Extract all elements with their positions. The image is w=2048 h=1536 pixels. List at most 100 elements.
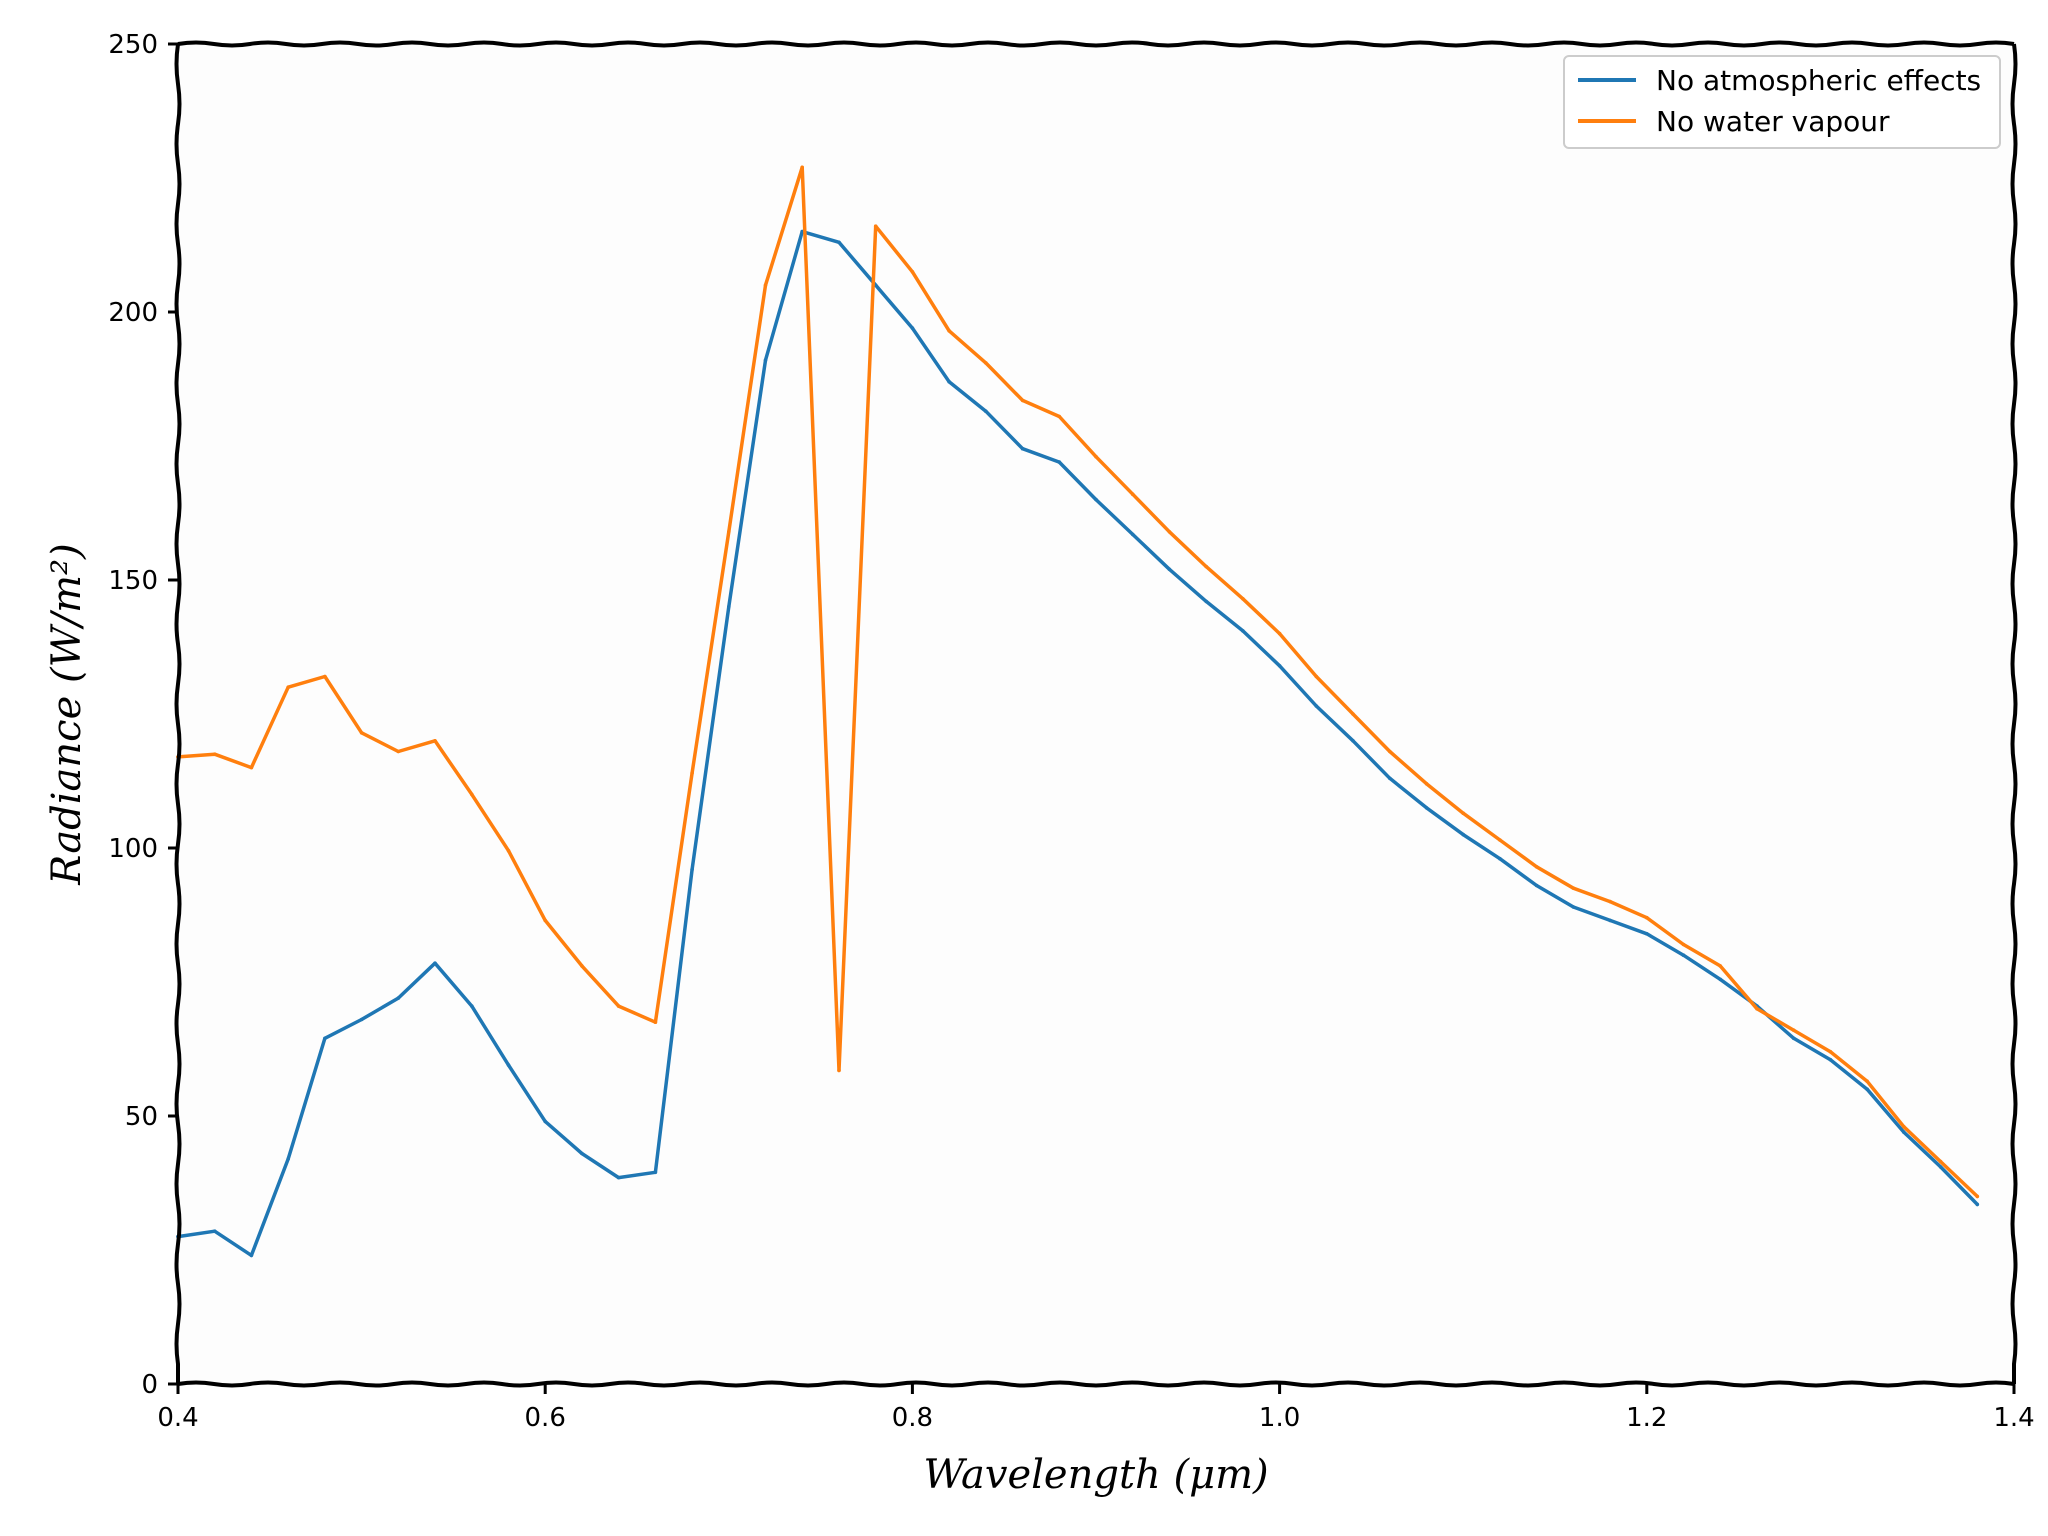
data-point bbox=[1241, 629, 1245, 633]
data-point bbox=[1828, 1049, 1833, 1054]
data-point bbox=[1241, 597, 1245, 601]
data-point bbox=[910, 326, 915, 330]
data-point bbox=[470, 1004, 474, 1008]
data-point bbox=[1020, 398, 1025, 403]
data-point bbox=[470, 792, 474, 797]
y-tick-label: 0 bbox=[141, 1370, 158, 1400]
data-point bbox=[580, 1151, 584, 1156]
data-point bbox=[947, 379, 951, 384]
data-point bbox=[1424, 781, 1429, 786]
data-point bbox=[653, 1020, 658, 1024]
data-point bbox=[1314, 704, 1319, 708]
data-point bbox=[1314, 674, 1319, 679]
plot-area bbox=[178, 44, 2014, 1384]
frame-right bbox=[2010, 43, 2018, 1384]
x-axis: 0.4 0.6 0.8 1.0 1.2 1.4 bbox=[157, 1384, 2035, 1433]
data-point bbox=[543, 918, 547, 923]
data-point bbox=[727, 530, 731, 534]
data-point bbox=[653, 1170, 658, 1175]
data-point bbox=[1791, 1036, 1796, 1041]
data-point bbox=[286, 685, 291, 689]
frame-top bbox=[177, 40, 2015, 48]
data-point bbox=[1277, 664, 1282, 668]
y-tick-label: 200 bbox=[108, 298, 158, 328]
data-point bbox=[1351, 739, 1355, 743]
data-point bbox=[1498, 856, 1502, 861]
data-point bbox=[1865, 1087, 1869, 1091]
data-point bbox=[359, 1017, 364, 1022]
plot-frame bbox=[174, 40, 2018, 1388]
data-point bbox=[1057, 460, 1062, 464]
data-point bbox=[727, 605, 731, 609]
x-axis-label: Wavelength (μm) bbox=[923, 1452, 1268, 1498]
data-point bbox=[1094, 497, 1098, 502]
data-point bbox=[1902, 1124, 1906, 1129]
data-point bbox=[1718, 977, 1722, 982]
y-tick-label: 50 bbox=[125, 1102, 158, 1132]
y-axis-label: Radiance (W/m²) bbox=[44, 543, 90, 885]
data-point bbox=[947, 329, 951, 333]
data-point bbox=[1534, 883, 1539, 888]
data-point bbox=[1204, 564, 1208, 569]
data-point bbox=[1498, 838, 1502, 842]
data-point bbox=[1167, 567, 1172, 572]
series-layer bbox=[176, 165, 1980, 1258]
data-point bbox=[1388, 776, 1392, 781]
data-point bbox=[212, 752, 217, 756]
data-point bbox=[1608, 899, 1612, 904]
data-point bbox=[1094, 454, 1098, 459]
data-point bbox=[1681, 953, 1686, 957]
frame-bottom bbox=[177, 1380, 2015, 1388]
legend-label-no-atmospheric-effects: No atmospheric effects bbox=[1656, 64, 1981, 97]
frame-left bbox=[174, 43, 182, 1384]
data-point bbox=[1461, 832, 1465, 837]
data-point bbox=[433, 739, 437, 743]
x-tick-label: 1.4 bbox=[1993, 1403, 2034, 1433]
data-point bbox=[249, 765, 254, 770]
data-point bbox=[1975, 1194, 1980, 1199]
legend: No atmospheric effects No water vapour bbox=[1563, 55, 2001, 149]
data-point bbox=[984, 409, 988, 414]
x-tick-label: 1.0 bbox=[1259, 1403, 1300, 1433]
data-point bbox=[1718, 964, 1722, 968]
data-point bbox=[1828, 1057, 1833, 1062]
data-point bbox=[543, 1119, 547, 1124]
data-point bbox=[323, 1036, 327, 1041]
data-point bbox=[1130, 532, 1135, 537]
data-point bbox=[763, 283, 768, 288]
data-point bbox=[1571, 905, 1576, 909]
x-tick-label: 0.8 bbox=[892, 1403, 933, 1433]
data-point bbox=[1571, 886, 1576, 890]
data-point bbox=[1277, 631, 1282, 636]
data-point bbox=[1204, 599, 1208, 604]
data-point bbox=[1057, 414, 1062, 419]
data-point bbox=[616, 1004, 621, 1008]
data-point bbox=[1902, 1130, 1906, 1134]
data-point bbox=[1681, 942, 1686, 947]
data-point bbox=[1645, 932, 1649, 936]
series-points-no-atmospheric-effects bbox=[176, 229, 1980, 1258]
data-point bbox=[1461, 811, 1465, 815]
data-point bbox=[837, 240, 841, 245]
data-point bbox=[249, 1253, 254, 1258]
legend-box bbox=[1563, 55, 2001, 149]
data-point bbox=[1130, 492, 1135, 497]
data-point bbox=[506, 1063, 511, 1067]
series-line-no-water-vapour bbox=[176, 165, 1980, 1199]
data-point bbox=[1534, 865, 1539, 869]
series-line-no-atmospheric-effects bbox=[176, 229, 1980, 1258]
series-points-no-water-vapour bbox=[176, 165, 1980, 1199]
data-point bbox=[1351, 712, 1355, 716]
data-point bbox=[1020, 446, 1025, 451]
data-point bbox=[1388, 749, 1392, 754]
data-point bbox=[690, 771, 694, 775]
y-tick-label: 250 bbox=[108, 30, 158, 60]
data-point bbox=[396, 996, 401, 1000]
data-point bbox=[212, 1229, 217, 1233]
data-point bbox=[616, 1175, 621, 1180]
data-point bbox=[1608, 918, 1612, 923]
data-point bbox=[837, 1068, 841, 1073]
y-axis: 0 50 100 150 200 250 bbox=[108, 30, 178, 1400]
data-point bbox=[800, 165, 804, 170]
data-point bbox=[910, 270, 915, 274]
